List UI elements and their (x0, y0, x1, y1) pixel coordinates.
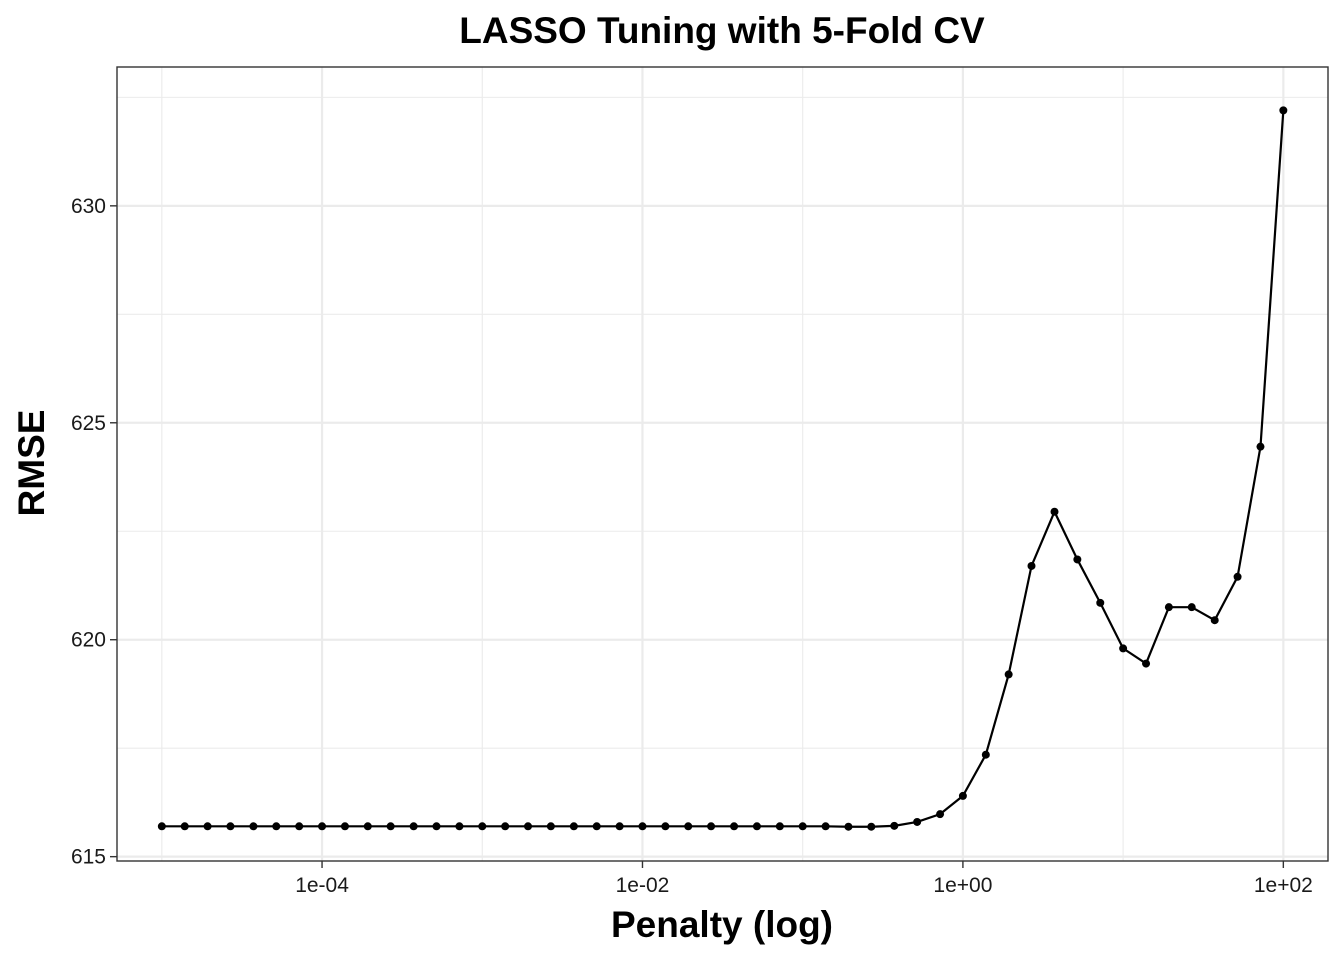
x-tick-label: 1e-02 (616, 874, 670, 897)
y-tick-label: 620 (71, 629, 106, 652)
rmse-data-point (409, 822, 418, 831)
rmse-data-point (272, 822, 281, 831)
series-layer (157, 106, 1288, 831)
rmse-data-point (707, 822, 716, 831)
rmse-data-point (1187, 603, 1196, 612)
rmse-data-point (684, 822, 693, 831)
rmse-data-point (844, 822, 853, 831)
rmse-data-point (363, 822, 372, 831)
rmse-data-point (661, 822, 670, 831)
rmse-data-point (730, 822, 739, 831)
rmse-data-point (1142, 659, 1151, 668)
rmse-data-point (501, 822, 510, 831)
rmse-data-point (249, 822, 258, 831)
rmse-data-point (1073, 555, 1082, 564)
rmse-data-point (867, 822, 876, 831)
rmse-data-point (615, 822, 624, 831)
rmse-data-point (592, 822, 601, 831)
rmse-data-point (478, 822, 487, 831)
y-axis-title: RMSE (11, 410, 52, 517)
rmse-data-point (752, 822, 761, 831)
rmse-data-point (821, 822, 830, 831)
rmse-data-point (1256, 442, 1265, 451)
x-tick-label: 1e+02 (1254, 874, 1313, 897)
rmse-data-point (157, 822, 166, 831)
rmse-data-point (936, 810, 945, 819)
rmse-data-point (981, 750, 990, 759)
rmse-data-point (432, 822, 441, 831)
y-tick-label: 630 (71, 195, 106, 218)
x-tick-label: 1e-04 (295, 874, 349, 897)
y-tick-label: 615 (71, 846, 106, 869)
rmse-data-point (638, 822, 647, 831)
rmse-data-point (318, 822, 327, 831)
rmse-data-point (295, 822, 304, 831)
rmse-data-point (569, 822, 578, 831)
axes: 1e-04 1e-02 1e+00 1e+02 615 620 625 630 (71, 195, 1313, 897)
rmse-data-point (1233, 572, 1242, 581)
rmse-data-point (798, 822, 807, 831)
chart-title: LASSO Tuning with 5-Fold CV (459, 10, 985, 51)
rmse-data-point (1210, 616, 1219, 625)
rmse-data-point (455, 822, 464, 831)
rmse-data-point (913, 817, 922, 826)
rmse-data-point (546, 822, 555, 831)
x-axis-title: Penalty (log) (611, 904, 833, 945)
rmse-data-point (386, 822, 395, 831)
rmse-data-point (1279, 106, 1288, 115)
rmse-data-point (890, 821, 899, 830)
rmse-data-point (1119, 644, 1128, 653)
y-tick-label: 625 (71, 412, 106, 435)
rmse-data-point (1004, 670, 1013, 679)
rmse-data-point (1096, 598, 1105, 607)
gridlines (117, 67, 1328, 861)
rmse-data-point (1164, 603, 1173, 612)
panel-border (116, 66, 1329, 862)
x-tick-label: 1e+00 (933, 874, 992, 897)
rmse-data-point (958, 791, 967, 800)
rmse-data-point (226, 822, 235, 831)
rmse-data-point (1050, 507, 1059, 516)
rmse-data-point (340, 822, 349, 831)
rmse-data-point (203, 822, 212, 831)
rmse-data-point (775, 822, 784, 831)
rmse-data-point (180, 822, 189, 831)
rmse-series-line (161, 110, 1285, 828)
rmse-data-point (524, 822, 533, 831)
rmse-data-point (1027, 561, 1036, 570)
